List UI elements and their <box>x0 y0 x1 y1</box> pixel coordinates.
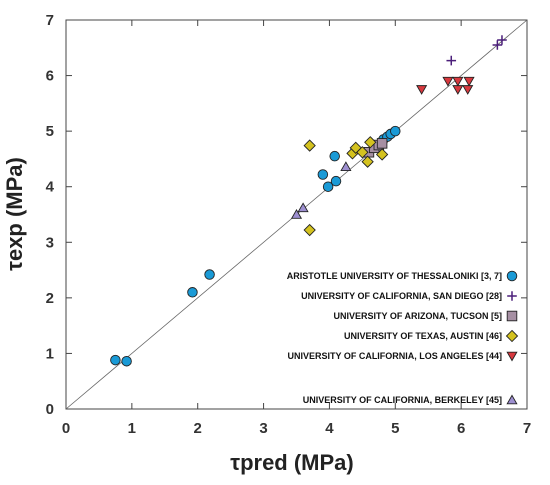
legend-label: UNIVERSITY OF ARIZONA, TUCSON [5] <box>333 311 502 321</box>
legend-item: UNIVERSITY OF ARIZONA, TUCSON [5] <box>333 310 518 322</box>
x-tick-label: 1 <box>128 420 136 437</box>
data-point <box>317 169 329 180</box>
x-tick-label: 0 <box>62 420 70 437</box>
legend-marker <box>506 270 518 282</box>
legend-item: UNIVERSITY OF TEXAS, AUSTIN [46] <box>344 329 519 343</box>
y-axis-label: τexp (MPa) <box>2 157 27 271</box>
y-tick-label: 3 <box>46 234 54 251</box>
data-point <box>121 355 132 367</box>
data-point <box>290 209 303 219</box>
data-point <box>442 76 454 87</box>
plot-frame <box>65 19 528 410</box>
data-point <box>361 155 374 168</box>
legend-marker <box>506 310 518 322</box>
data-point <box>303 223 316 237</box>
x-tick-label: 7 <box>523 420 531 437</box>
data-point <box>462 85 474 95</box>
y-tick-label: 5 <box>46 123 54 140</box>
series-4 <box>416 76 475 95</box>
data-point <box>340 161 352 171</box>
legend-item: UNIVERSITY OF CALIFORNIA, LOS ANGELES [4… <box>287 351 518 362</box>
data-point <box>452 76 464 87</box>
legend-marker <box>506 351 518 362</box>
y-tick-label: 4 <box>46 179 55 196</box>
x-axis-label: τpred (MPa) <box>230 450 354 475</box>
data-point <box>322 181 334 192</box>
x-tick-label: 4 <box>325 420 334 437</box>
axes: 0 1 2 3 4 5 6 7 0 1 2 3 4 5 6 7 <box>46 12 532 437</box>
data-points <box>110 35 507 367</box>
data-point <box>390 125 401 137</box>
y-tick-label: 0 <box>46 401 54 418</box>
series-5 <box>290 161 352 219</box>
data-point <box>110 354 121 366</box>
legend-label: UNIVERSITY OF CALIFORNIA, SAN DIEGO [28] <box>301 291 502 301</box>
legend: ARISTOTLE UNIVERSITY OF THESSALONIKI [3,… <box>287 270 519 405</box>
legend-label: UNIVERSITY OF CALIFORNIA, LOS ANGELES [4… <box>287 351 502 361</box>
legend-label: UNIVERSITY OF TEXAS, AUSTIN [46] <box>344 331 502 341</box>
data-point <box>187 287 198 298</box>
data-point <box>452 85 464 95</box>
data-point <box>375 148 389 161</box>
legend-label: ARISTOTLE UNIVERSITY OF THESSALONIKI [3,… <box>287 271 502 281</box>
y-tick-label: 6 <box>46 68 54 85</box>
data-point <box>303 139 316 152</box>
legend-item: ARISTOTLE UNIVERSITY OF THESSALONIKI [3,… <box>287 270 518 282</box>
data-point <box>356 146 369 159</box>
legend-item: UNIVERSITY OF CALIFORNIA, SAN DIEGO [28] <box>301 291 517 301</box>
y-tick-label: 7 <box>46 12 54 29</box>
data-point <box>297 202 309 213</box>
data-point <box>446 55 457 66</box>
x-tick-label: 5 <box>391 420 399 437</box>
legend-marker <box>505 329 519 343</box>
y-tick-label: 1 <box>46 345 54 362</box>
x-tick-label: 2 <box>194 420 202 437</box>
data-point <box>329 150 340 162</box>
data-point <box>416 85 428 95</box>
data-point <box>463 76 475 87</box>
data-point <box>497 35 507 45</box>
data-point <box>204 269 215 280</box>
legend-label: UNIVERSITY OF CALIFORNIA, BERKELEY [45] <box>303 395 502 405</box>
series-1 <box>446 35 507 66</box>
data-point <box>330 175 342 187</box>
series-3 <box>303 136 389 237</box>
data-point <box>492 40 503 50</box>
data-point <box>376 138 388 149</box>
legend-marker <box>507 291 517 301</box>
legend-marker <box>506 394 518 405</box>
y-tick-label: 2 <box>46 290 54 307</box>
x-tick-label: 3 <box>259 420 267 437</box>
x-tick-label: 6 <box>457 420 465 437</box>
legend-item: UNIVERSITY OF CALIFORNIA, BERKELEY [45] <box>303 394 518 405</box>
data-point <box>364 136 377 149</box>
